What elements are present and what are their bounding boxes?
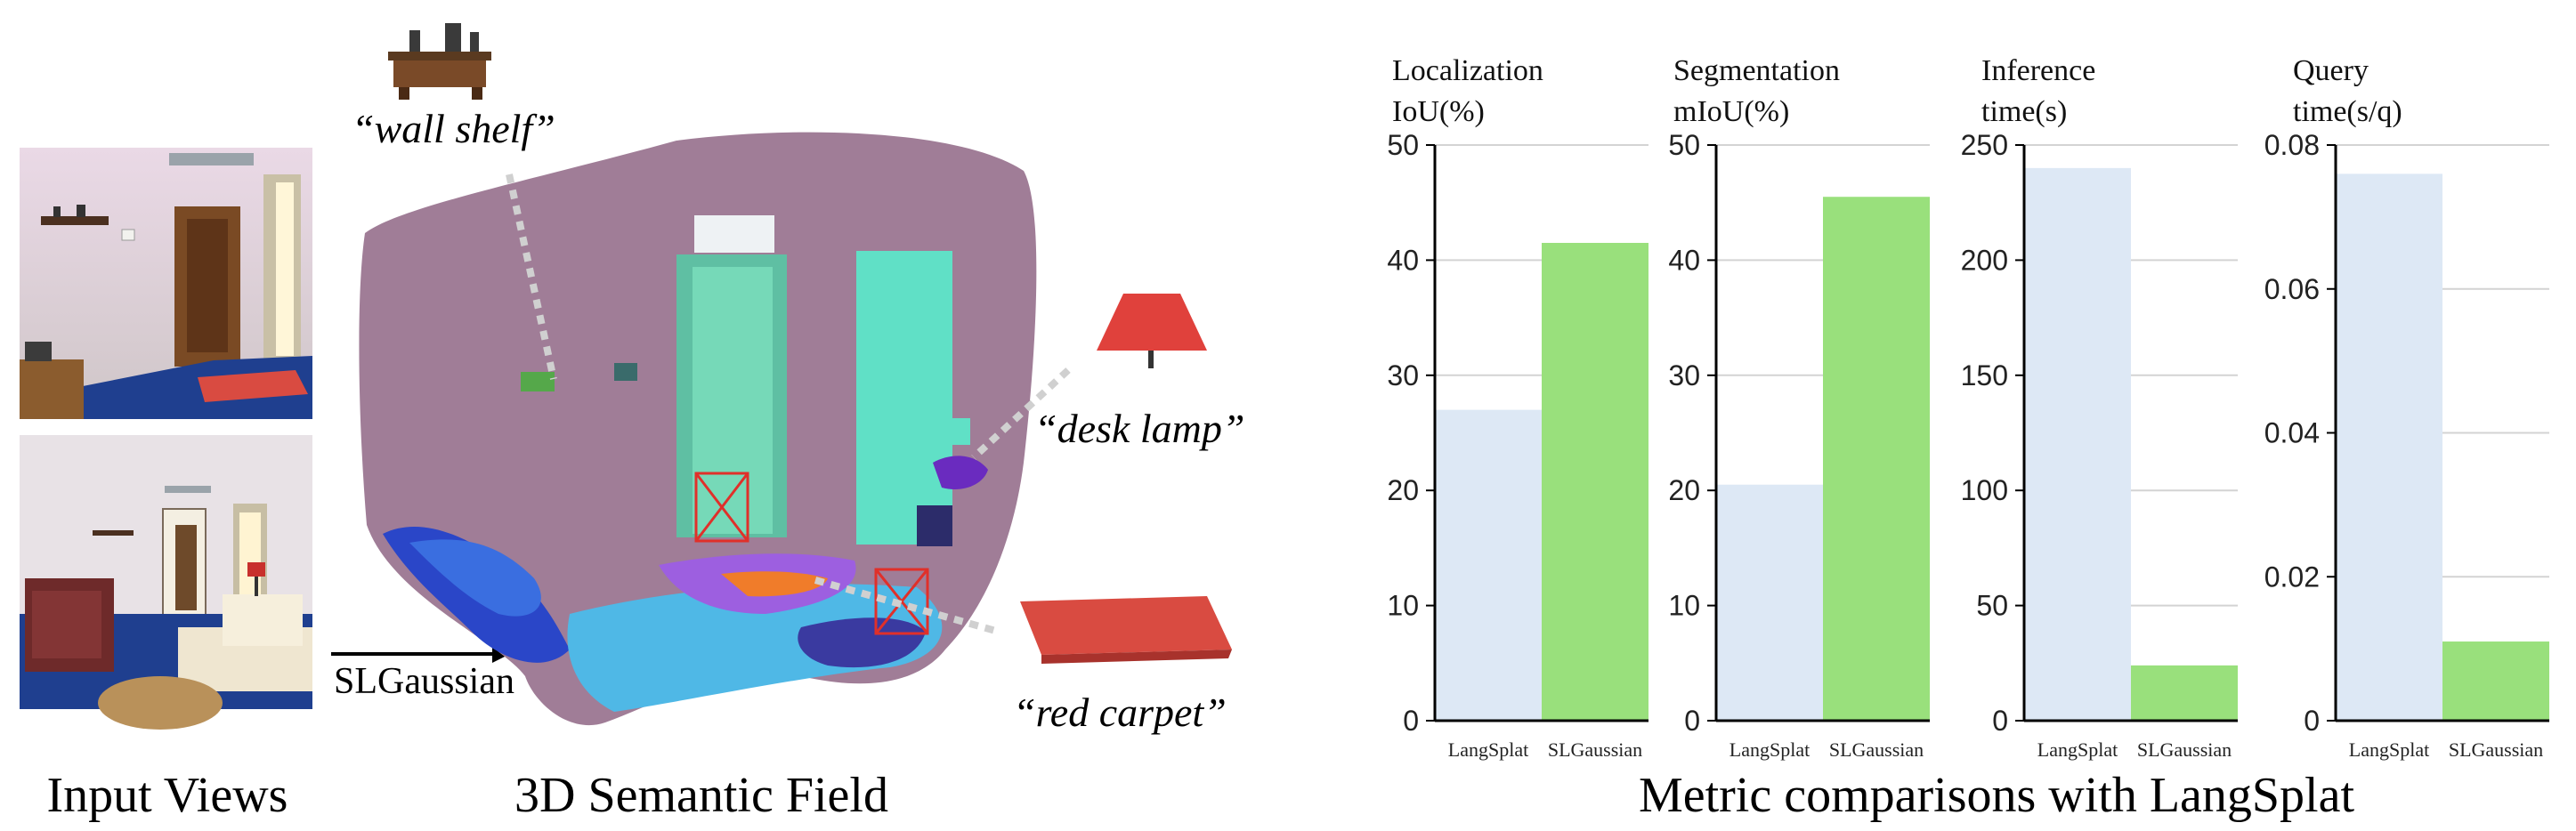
bar-langsplat [1435, 409, 1542, 721]
x-tick-label: LangSplat [1729, 738, 1810, 761]
y-tick-label: 0.02 [2264, 561, 2320, 593]
bar-slgaussian [1542, 242, 1648, 721]
bar-langsplat [2024, 167, 2131, 721]
chart-title-line: time(s/q) [2293, 95, 2402, 128]
chart-title-line: Localization [1392, 54, 1543, 87]
y-tick-label: 0.04 [2264, 417, 2320, 449]
desk-lamp-icon [1097, 294, 1207, 368]
y-tick-label: 150 [1961, 359, 2008, 391]
metric-comparison-caption: Metric comparisons with LangSplat [1639, 768, 2355, 823]
bar-slgaussian [1823, 197, 1930, 722]
y-tick-label: 0 [2304, 705, 2320, 737]
input-view-1 [20, 148, 312, 419]
x-tick-label: SLGaussian [1548, 738, 1642, 761]
y-tick-label: 30 [1668, 359, 1700, 391]
x-tick-label: LangSplat [1448, 738, 1528, 761]
chart-title-line: Query [2293, 54, 2369, 87]
chart-1: Localization IoU(%) 0 10 20 30 40 50 LangSplat SL… [1387, 54, 1648, 761]
y-tick-label: 0 [1403, 705, 1419, 737]
chart-2: Segmentation mIoU(%) 0 10 20 30 40 50 LangSplat S… [1668, 54, 1930, 761]
y-tick-label: 50 [1976, 590, 2008, 622]
chart-3: Inference time(s) 0 50 100 150 200 250 LangSplat… [1961, 54, 2238, 761]
red-carpet-icon [1020, 596, 1232, 664]
y-tick-label: 100 [1961, 474, 2008, 506]
chart-title-line: time(s) [1981, 95, 2067, 128]
red-carpet-label: “red carpet” [1013, 690, 1227, 735]
y-tick-label: 200 [1961, 244, 2008, 276]
x-tick-label: LangSplat [2349, 738, 2429, 761]
y-tick-label: 0.06 [2264, 273, 2320, 305]
semantic-field-render [359, 132, 1037, 726]
y-tick-label: 0 [1684, 705, 1700, 737]
wall-shelf-label: “wall shelf” [352, 106, 555, 151]
y-tick-label: 10 [1668, 590, 1700, 622]
chart-title-line: Inference [1981, 54, 2095, 87]
desk-lamp-leader [971, 367, 1071, 460]
wall-shelf-leader [506, 173, 557, 380]
y-tick-label: 30 [1387, 359, 1419, 391]
y-tick-label: 10 [1387, 590, 1419, 622]
desk-lamp-label: “desk lamp” [1034, 406, 1244, 451]
method-arrow [331, 645, 510, 663]
bar-slgaussian [2442, 641, 2549, 721]
wall-shelf-icon [388, 23, 491, 100]
y-tick-label: 50 [1668, 129, 1700, 161]
chart-4: Query time(s/q) 0 0.02 0.04 0.06 0.08 LangSplat… [2264, 54, 2549, 761]
metric-charts: Localization IoU(%) 0 10 20 30 40 50 LangSplat SL… [1387, 54, 2549, 761]
y-tick-label: 50 [1387, 129, 1419, 161]
y-tick-label: 20 [1668, 474, 1700, 506]
semantic-field-caption: 3D Semantic Field [514, 768, 888, 823]
y-tick-label: 40 [1668, 244, 1700, 276]
y-tick-label: 40 [1387, 244, 1419, 276]
y-tick-label: 0 [1992, 705, 2008, 737]
chart-title-line: Segmentation [1673, 54, 1840, 87]
x-tick-label: SLGaussian [2449, 738, 2543, 761]
x-tick-label: SLGaussian [1829, 738, 1924, 761]
bar-langsplat [1716, 484, 1823, 721]
y-tick-label: 250 [1961, 129, 2008, 161]
input-views-caption: Input Views [47, 768, 288, 823]
bar-langsplat [2336, 173, 2442, 722]
x-tick-label: LangSplat [2037, 738, 2118, 761]
x-tick-label: SLGaussian [2137, 738, 2232, 761]
chart-title-line: mIoU(%) [1673, 95, 1789, 128]
input-view-2 [20, 435, 312, 730]
bar-slgaussian [2131, 665, 2238, 721]
method-arrow-label: SLGaussian [334, 661, 514, 702]
y-tick-label: 0.08 [2264, 129, 2320, 161]
chart-title-line: IoU(%) [1392, 95, 1485, 128]
y-tick-label: 20 [1387, 474, 1419, 506]
